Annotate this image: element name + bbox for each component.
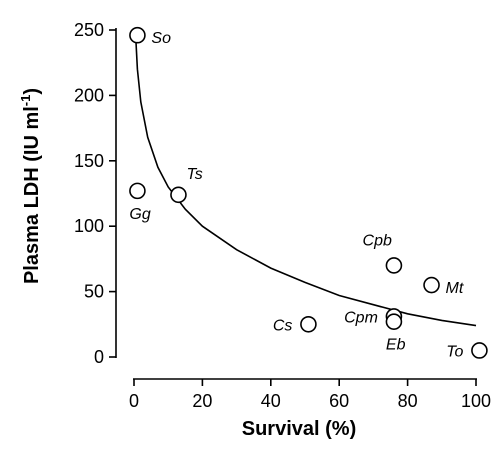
point-label-cs: Cs (273, 317, 293, 334)
data-point-to (471, 342, 488, 359)
data-point-eb (385, 313, 403, 330)
point-label-so: So (151, 30, 171, 47)
x-tick-label: 40 (261, 391, 281, 411)
x-ticks: 0 20 40 60 80 100 (129, 379, 491, 411)
point-label-cpm: Cpm (344, 309, 378, 326)
y-ticks: 0 50 100 150 200 250 (74, 20, 116, 367)
data-point-mt (423, 276, 440, 294)
point-label-gg: Gg (129, 206, 150, 223)
y-axis-title-superscript: -1 (18, 95, 33, 107)
y-axis-title-close: ) (21, 88, 43, 95)
x-tick-label: 0 (129, 391, 139, 411)
data-point-ts (170, 186, 187, 204)
point-label-eb: Eb (386, 337, 406, 354)
y-tick-label: 200 (74, 85, 104, 105)
x-tick-label: 100 (461, 391, 491, 411)
y-tick-label: 150 (74, 151, 104, 171)
point-label-cpb: Cpb (363, 232, 392, 249)
point-label-mt: Mt (446, 280, 464, 297)
data-point-cs (300, 315, 317, 333)
y-tick-label: 0 (94, 347, 104, 367)
point-label-to: To (446, 343, 463, 360)
y-axis-title: Plasma LDH (IU ml-1) (18, 88, 43, 284)
point-labels: So Gg Ts Cs Cpb Cpm Eb Mt To (129, 30, 463, 360)
point-label-ts: Ts (186, 166, 202, 183)
x-tick-label: 20 (192, 391, 212, 411)
data-point-so (129, 26, 146, 44)
x-axis-title: Survival (%) (242, 418, 356, 440)
data-point-cpb (385, 257, 403, 274)
y-axis-title-main: Plasma LDH (IU ml (21, 106, 43, 284)
data-point-gg (129, 182, 146, 200)
y-tick-label: 100 (74, 216, 104, 236)
x-tick-label: 60 (329, 391, 349, 411)
data-points (129, 26, 488, 359)
y-tick-label: 250 (74, 20, 104, 40)
x-tick-label: 80 (398, 391, 418, 411)
y-tick-label: 50 (84, 282, 104, 302)
